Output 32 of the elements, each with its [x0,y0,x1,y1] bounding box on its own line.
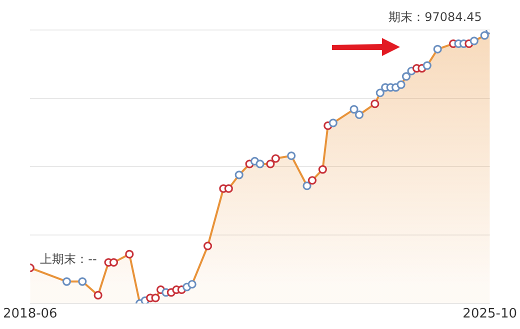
point [370,100,380,108]
point [151,294,160,302]
point [318,165,327,174]
point [396,80,406,89]
point [224,184,233,193]
point [203,242,212,250]
point [62,277,72,286]
point [354,110,364,120]
point [109,258,118,267]
point [308,176,317,185]
point [376,88,384,98]
point [234,170,244,180]
annotation: 上期末：-- [40,252,97,266]
text: 期末：97084.45 [388,10,482,24]
point [256,160,264,168]
point [470,36,478,46]
x-tick-label: 2018-06 [2,306,58,322]
x-tick-label: 2025-10 [462,306,518,322]
point [287,151,296,160]
point [422,61,432,70]
point [302,182,312,190]
point [125,250,134,258]
point [271,154,280,163]
point [266,160,275,168]
point [480,31,489,40]
point [78,277,87,286]
point [94,290,102,300]
point [188,280,196,289]
point [328,118,338,128]
point [402,72,411,81]
point [433,44,442,54]
point [350,104,358,114]
